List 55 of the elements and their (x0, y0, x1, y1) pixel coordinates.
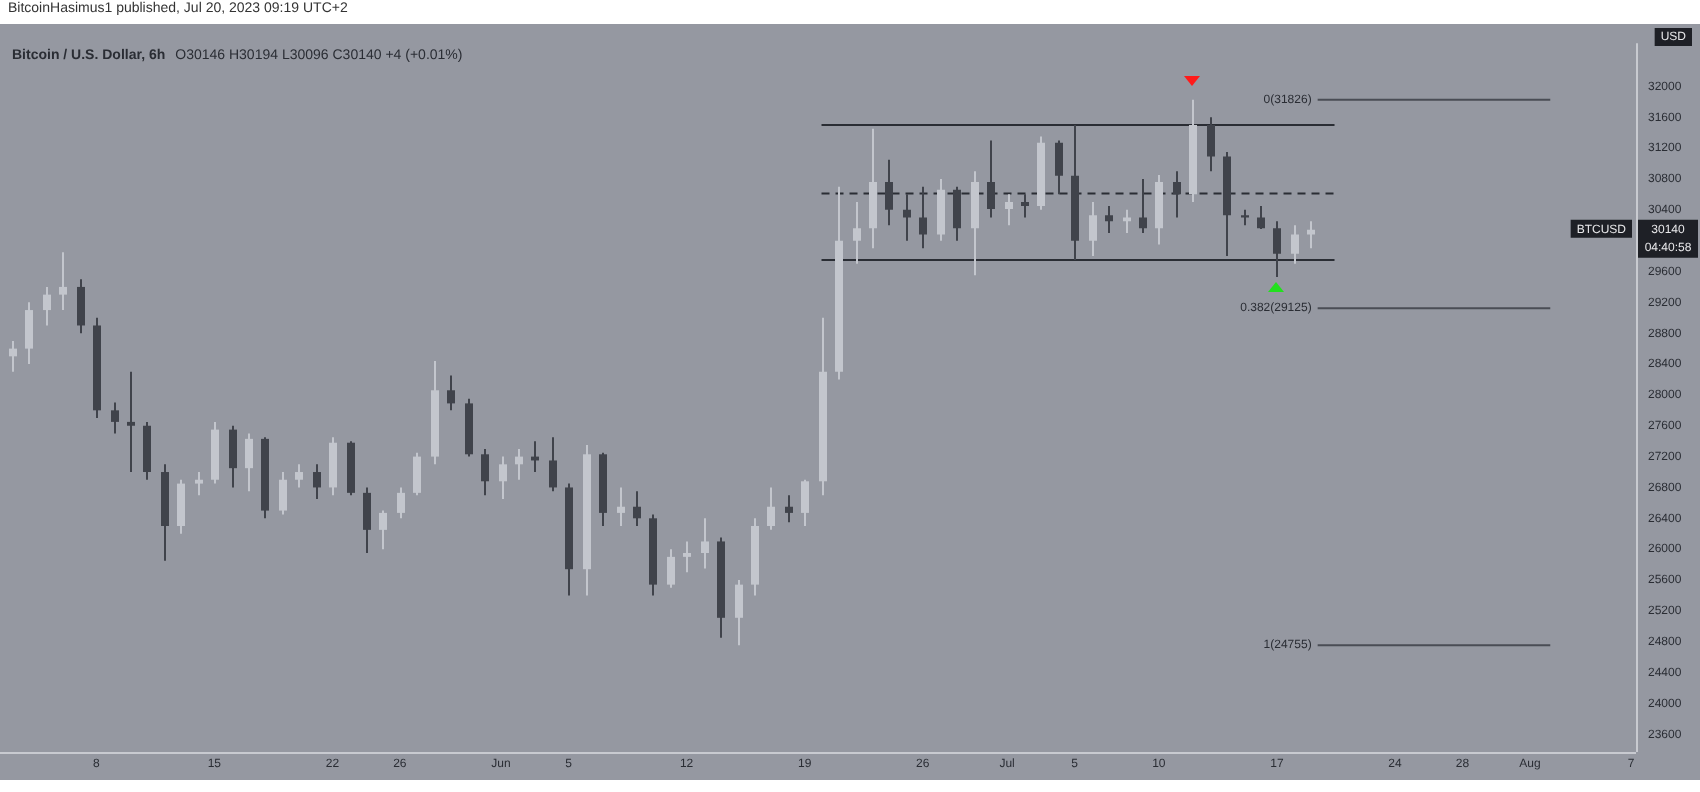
candlestick (937, 177, 945, 242)
candlestick (397, 486, 405, 520)
candlestick (447, 374, 455, 412)
candlestick (987, 139, 995, 219)
candlestick (313, 463, 321, 501)
candlestick (1291, 224, 1299, 265)
candlestick (363, 486, 371, 555)
candlestick (617, 486, 625, 528)
candlestick (481, 447, 489, 497)
candlestick (633, 490, 641, 528)
candlestick (77, 278, 85, 335)
candlestick (499, 455, 507, 501)
candlestick (127, 370, 135, 474)
candlestick (143, 420, 151, 481)
candlestick (801, 478, 809, 528)
candlestick (767, 486, 775, 531)
candlestick (279, 471, 287, 516)
candlestick (1089, 201, 1097, 258)
candlestick (903, 193, 911, 242)
candlestick (1207, 116, 1215, 173)
candlestick (1055, 139, 1063, 196)
candlestick (549, 436, 557, 493)
candlestick (1173, 170, 1181, 219)
candlestick (295, 463, 303, 489)
candlestick (701, 517, 709, 570)
candlestick (379, 509, 387, 551)
candlestick (1273, 220, 1281, 278)
candlestick (229, 424, 237, 489)
candlestick (971, 170, 979, 277)
candlestick (59, 251, 67, 312)
candlestick (9, 339, 17, 373)
candlestick (515, 447, 523, 481)
candlestick (1005, 193, 1013, 227)
candlestick (885, 158, 893, 227)
candlestick (25, 301, 33, 366)
candlestick (195, 471, 203, 497)
candlestick (853, 201, 861, 265)
candlestick (1105, 204, 1113, 234)
candlestick (1257, 204, 1265, 231)
candlestick (245, 432, 253, 493)
candlestick (43, 285, 51, 327)
candlestick (667, 548, 675, 589)
candlestick (1139, 177, 1147, 234)
candlestick (413, 451, 421, 497)
candlestick (329, 436, 337, 497)
candlestick (1021, 193, 1029, 219)
candlestick (177, 478, 185, 535)
candlestick (953, 185, 961, 242)
candlestick (111, 401, 119, 435)
candlestick (785, 494, 793, 524)
candlestick (683, 540, 691, 574)
candlestick (735, 579, 743, 647)
candlestick (919, 185, 927, 250)
candlestick (1155, 174, 1163, 246)
candlestick (869, 127, 877, 250)
